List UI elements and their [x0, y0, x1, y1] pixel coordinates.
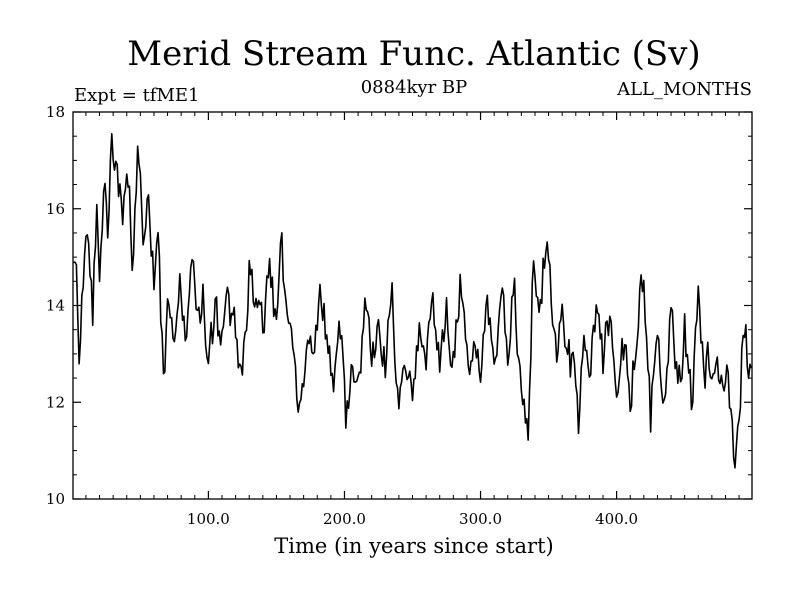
- time-period-label: 0884kyr BP: [361, 77, 468, 98]
- x-axis-label: Time (in years since start): [274, 534, 553, 558]
- x-tick-label: 300.0: [459, 510, 502, 528]
- x-tick-label: 100.0: [187, 510, 230, 528]
- experiment-label: Expt = tfME1: [74, 85, 200, 106]
- x-tick-label: 200.0: [323, 510, 366, 528]
- y-tick-label: 18: [46, 103, 65, 121]
- chart-title: Merid Stream Func. Atlantic (Sv): [127, 34, 700, 74]
- months-label: ALL_MONTHS: [616, 79, 752, 100]
- y-tick-label: 10: [46, 490, 65, 508]
- plot-frame: [72, 111, 753, 500]
- y-tick-label: 14: [46, 297, 65, 315]
- series-line: [73, 133, 753, 469]
- y-tick-label: 16: [46, 200, 65, 218]
- x-tick-label: 400.0: [595, 510, 638, 528]
- y-tick-label: 12: [46, 393, 65, 411]
